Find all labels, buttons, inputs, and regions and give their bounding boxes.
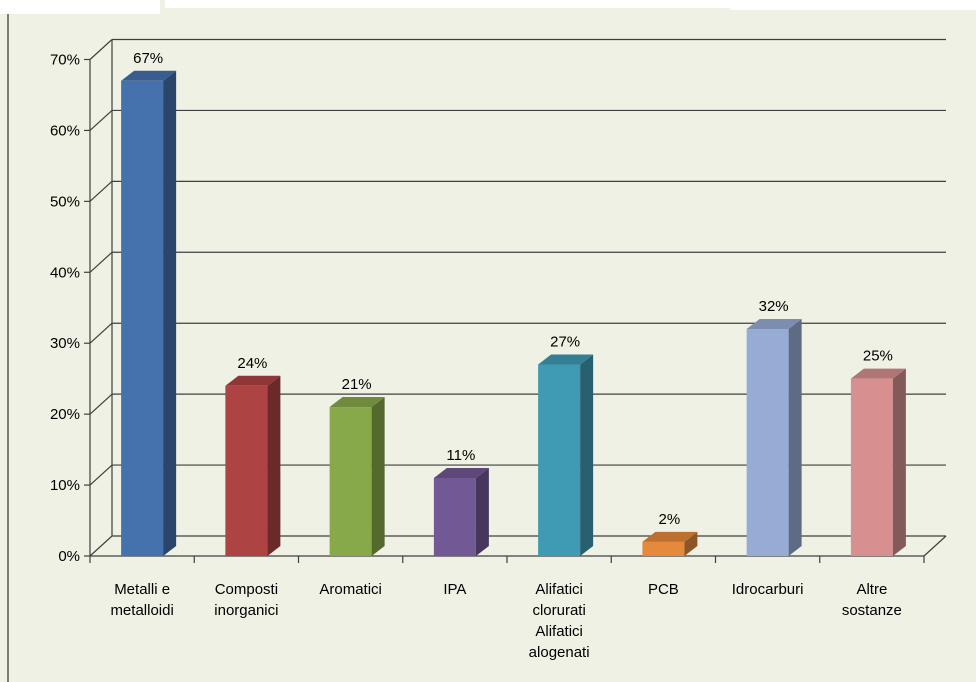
bar xyxy=(433,477,476,556)
data-label: 27% xyxy=(550,333,580,350)
top-center-white-strip xyxy=(165,0,730,8)
gridline-side xyxy=(89,180,113,202)
data-label: 25% xyxy=(863,348,893,365)
y-tick-label: 30% xyxy=(50,335,80,352)
category-label: alogenati xyxy=(529,644,590,661)
bar-top xyxy=(850,368,906,379)
gridline-side xyxy=(89,39,113,60)
bar-top xyxy=(225,375,281,386)
bar-side xyxy=(267,375,281,556)
y-tick-label: 10% xyxy=(50,477,80,494)
category-label: sostanze xyxy=(842,602,902,619)
bar-top xyxy=(538,354,594,365)
gridline-side xyxy=(89,464,113,486)
bar xyxy=(642,541,685,556)
category-label: Alifatici xyxy=(535,581,583,598)
bar xyxy=(538,364,581,556)
data-label: 21% xyxy=(342,376,372,393)
bar xyxy=(329,407,372,556)
gridline-side xyxy=(89,322,113,344)
category-label: Idrocarburi xyxy=(732,581,804,598)
category-label: metalloidi xyxy=(110,602,173,619)
data-label: 2% xyxy=(659,511,681,528)
bars-layer xyxy=(121,70,906,557)
bar-side xyxy=(163,70,177,557)
data-label: 11% xyxy=(446,447,475,464)
bar-side xyxy=(580,354,594,556)
category-label: Altre xyxy=(856,581,887,598)
gridline-side xyxy=(89,535,113,557)
bar-top xyxy=(121,70,177,81)
bar-top xyxy=(433,467,489,478)
labels-layer: 67% Metalli e metalloidi 24% Composti inorgan… xyxy=(110,50,901,661)
bar-side xyxy=(371,397,385,556)
data-label: 67% xyxy=(133,50,163,67)
bar-top xyxy=(329,397,385,408)
bar-top xyxy=(746,319,802,330)
data-label: 32% xyxy=(759,298,789,315)
bar xyxy=(225,385,268,556)
category-label: IPA xyxy=(443,581,466,598)
bar xyxy=(746,329,789,556)
category-label: Metalli e xyxy=(114,581,170,598)
category-label: clorurati xyxy=(532,602,585,619)
bar xyxy=(121,80,164,557)
gridline-side xyxy=(89,109,113,131)
y-tick-label: 40% xyxy=(50,264,80,281)
grid-layer xyxy=(89,38,946,557)
bar-side xyxy=(684,531,698,556)
floor-right-edge xyxy=(923,535,947,557)
axis-layer: 0% 10% 20% 30% 40% 50% 60% 70% xyxy=(50,52,947,565)
y-tick-label: 50% xyxy=(50,193,80,210)
category-label: PCB xyxy=(648,581,679,598)
bar xyxy=(850,378,893,556)
top-left-white-strip xyxy=(0,0,160,14)
category-label: Alifatici xyxy=(535,623,583,640)
data-label: 24% xyxy=(237,355,267,372)
bar-side xyxy=(788,319,802,556)
gridline-side xyxy=(89,393,113,415)
category-label: Aromatici xyxy=(319,581,382,598)
category-label: inorganici xyxy=(214,602,278,619)
y-tick-label: 0% xyxy=(58,548,80,565)
y-tick-label: 20% xyxy=(50,406,80,423)
category-label: Composti xyxy=(215,581,278,598)
y-tick-label: 60% xyxy=(50,122,80,139)
top-right-white-strip xyxy=(730,0,976,10)
gridline-side xyxy=(89,251,113,273)
bar-side xyxy=(892,368,906,556)
bar-side xyxy=(475,467,489,556)
bar-top xyxy=(642,531,698,542)
y-tick-label: 70% xyxy=(50,52,80,69)
